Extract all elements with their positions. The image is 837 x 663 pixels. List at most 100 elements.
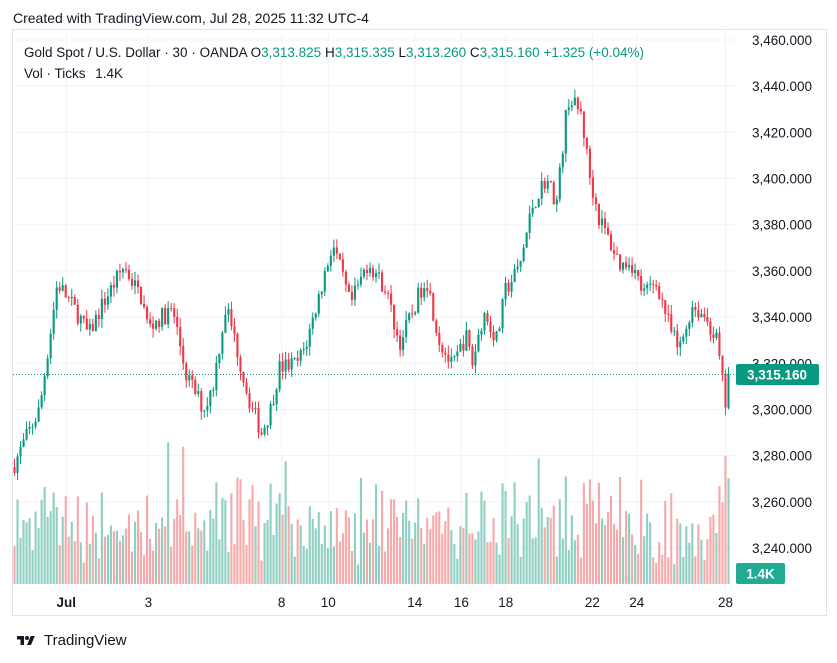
candle-body (615, 253, 619, 255)
candle-body (552, 182, 555, 205)
volume-bar (670, 493, 673, 584)
tradingview-footer[interactable]: TradingView (13, 632, 127, 649)
volume-bar (158, 528, 161, 584)
candle-body (432, 293, 435, 321)
volume-bar (329, 511, 332, 584)
volume-bar (58, 545, 61, 584)
candle-body (417, 287, 420, 313)
candle-body (453, 356, 456, 358)
price-axis[interactable]: 3,460.000 3,440.000 3,420.000 3,400.000 3,38… (752, 33, 812, 556)
candle-body (299, 350, 302, 361)
volume-bar (655, 562, 658, 584)
volume-bar (597, 482, 601, 584)
volume-bar (417, 498, 420, 584)
volume-bar (260, 560, 263, 584)
candle-body (130, 279, 134, 286)
volume-bar (263, 523, 266, 584)
volume-bar (227, 552, 230, 584)
volume-bar (537, 458, 540, 584)
volume-bar (251, 485, 254, 584)
volume-bar (507, 538, 510, 584)
candle-body (31, 426, 34, 428)
volume-bar (308, 506, 311, 584)
volume-bar (311, 518, 314, 584)
time-tick-label: 10 (321, 595, 336, 610)
candle-body (664, 300, 667, 314)
volume-bar (85, 502, 88, 584)
tradingview-brand: TradingView (44, 632, 127, 649)
volume-bar (170, 546, 173, 584)
volume-bar (206, 550, 209, 584)
time-tick-label: Jul (57, 595, 77, 610)
time-tick-label: 24 (629, 595, 645, 610)
candle-body (444, 352, 447, 355)
volume-bar (46, 516, 49, 584)
candle-body (546, 180, 549, 189)
volume-bar (109, 525, 112, 584)
price-tick-label: 3,240.000 (752, 541, 812, 556)
close-label: C (469, 45, 480, 60)
volume-badge: 1.4K (736, 563, 785, 584)
volume-bar (384, 551, 387, 584)
candle-body (582, 111, 585, 138)
volume-bar (34, 511, 37, 584)
volume-bar (100, 492, 103, 584)
candle-body (200, 391, 203, 412)
candle-body (697, 310, 700, 318)
candle-body (46, 358, 49, 377)
volume-bar (284, 461, 287, 584)
price-tick-label: 3,260.000 (752, 495, 812, 510)
candle-body (594, 197, 597, 205)
volume-legend[interactable]: Vol · Ticks 1.4K (24, 66, 123, 81)
volume-bar (82, 562, 85, 584)
volume-bar (634, 544, 637, 584)
candle-body (329, 255, 332, 267)
volume-bar (531, 538, 534, 584)
time-tick-label: 3 (145, 595, 153, 610)
volume-bar (341, 533, 344, 584)
candle-body (603, 218, 607, 228)
candle-body (248, 393, 251, 409)
volume-bar (504, 491, 507, 584)
candle-body (97, 314, 100, 319)
volume-bar (396, 516, 399, 584)
volume-bar (438, 511, 441, 584)
price-tick-label: 3,420.000 (752, 125, 812, 140)
candle-body (691, 307, 694, 323)
candle-body (531, 207, 534, 214)
open-label: O (250, 45, 262, 60)
volume-bar (347, 517, 350, 584)
volume-bar (594, 523, 597, 584)
candle-body (67, 297, 70, 299)
volume-bar (200, 530, 203, 584)
candle-body (161, 307, 164, 327)
chart-pane[interactable] (12, 29, 827, 616)
candle-body (519, 260, 522, 267)
time-axis[interactable]: Jul 3 8 10 14 16 18 22 24 28 (57, 595, 734, 610)
volume-bar (618, 476, 622, 584)
candle-body (206, 405, 209, 411)
candle-body (362, 269, 366, 277)
volume-bar (275, 503, 278, 584)
volume-bar (299, 525, 302, 584)
volume-bar (112, 531, 115, 584)
volume-bar (501, 483, 504, 584)
volume-bar (612, 523, 616, 584)
candle-body (408, 313, 411, 321)
candle-body (390, 293, 393, 305)
volume-bar (146, 495, 149, 584)
volume-bar (272, 534, 275, 584)
volume-bar (149, 538, 152, 584)
ohlc-legend[interactable]: Gold Spot / U.S. Dollar · 30 · OANDA O3,… (24, 45, 644, 60)
volume-bar (405, 500, 408, 584)
candle-body (13, 467, 16, 474)
volume-bar (25, 522, 28, 584)
high-label: H (324, 45, 335, 60)
candle-body (510, 282, 513, 292)
candle-body (323, 271, 326, 292)
volume-bar (344, 510, 347, 584)
candle-body (121, 269, 125, 273)
volume-bar (432, 515, 435, 584)
candle-body (706, 316, 709, 322)
